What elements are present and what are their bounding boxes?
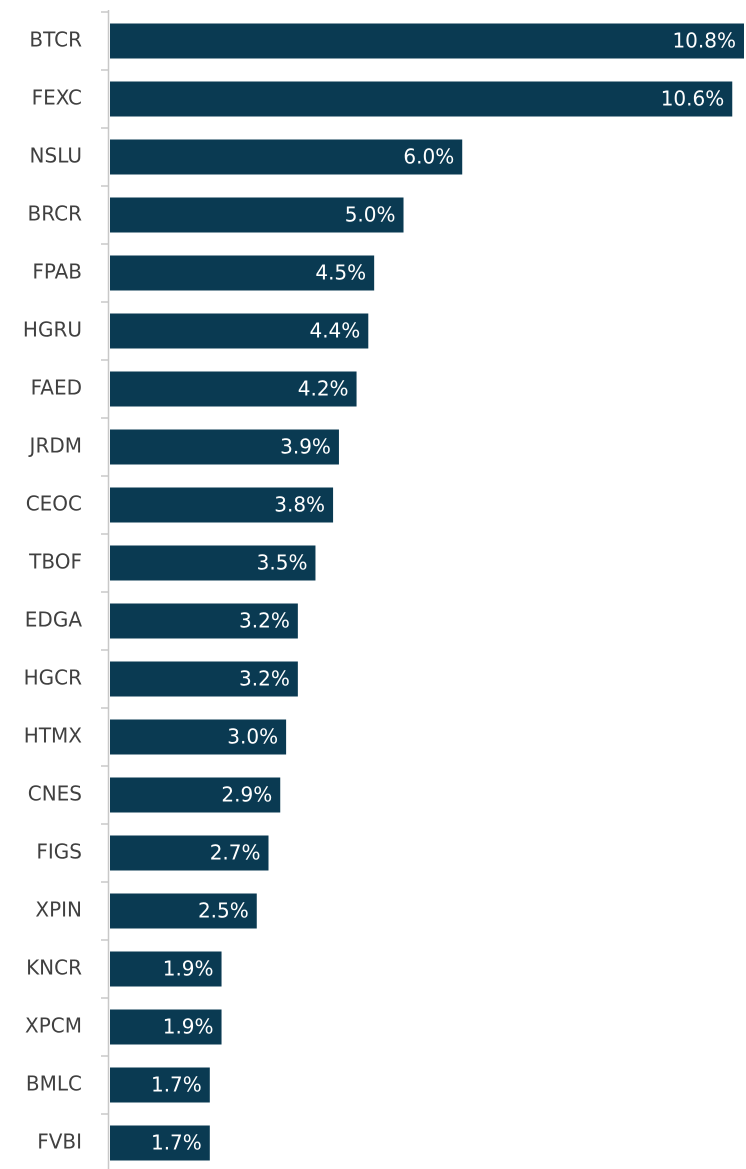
bar xyxy=(110,255,375,291)
category-label: NSLU xyxy=(30,144,82,168)
category-label: BTCR xyxy=(29,28,82,52)
value-label: 6.0% xyxy=(403,145,454,169)
bar xyxy=(110,197,404,233)
bar xyxy=(110,719,287,755)
bar xyxy=(110,893,257,929)
value-label: 2.5% xyxy=(198,899,249,923)
category-label: EDGA xyxy=(25,608,83,632)
bar xyxy=(110,371,357,407)
bar xyxy=(110,835,269,871)
bar xyxy=(110,1067,210,1103)
value-label: 4.5% xyxy=(315,261,366,285)
bar xyxy=(110,603,298,639)
bar xyxy=(110,661,298,697)
bar xyxy=(110,429,339,465)
category-label: TBOF xyxy=(28,550,82,574)
value-label: 1.7% xyxy=(151,1073,202,1097)
bar xyxy=(110,23,744,59)
bar xyxy=(110,1009,222,1045)
bar xyxy=(110,139,463,175)
category-label: CNES xyxy=(28,782,82,806)
category-label: HGRU xyxy=(23,318,82,342)
bar xyxy=(110,313,369,349)
bar xyxy=(110,545,316,581)
value-label: 4.4% xyxy=(309,319,360,343)
value-label: 2.7% xyxy=(210,841,261,865)
category-label: CEOC xyxy=(26,492,82,516)
value-label: 3.0% xyxy=(227,725,278,749)
value-label: 4.2% xyxy=(298,377,349,401)
category-label: FPAB xyxy=(32,260,82,284)
category-label: HGCR xyxy=(24,666,83,690)
value-label: 10.8% xyxy=(672,29,736,53)
value-label: 3.2% xyxy=(239,667,290,691)
category-label: BRCR xyxy=(28,202,83,226)
bar xyxy=(110,1125,210,1161)
bar xyxy=(110,951,222,987)
category-label: HTMX xyxy=(24,724,83,748)
category-label: FIGS xyxy=(36,840,82,864)
value-label: 3.9% xyxy=(280,435,331,459)
bar xyxy=(110,777,281,813)
category-label: BMLC xyxy=(26,1072,82,1096)
value-label: 3.5% xyxy=(257,551,308,575)
value-label: 3.8% xyxy=(274,493,325,517)
value-label: 1.9% xyxy=(163,957,214,981)
category-label: FVBI xyxy=(37,1130,82,1154)
category-label: KNCR xyxy=(26,956,82,980)
category-label: JRDM xyxy=(28,434,82,458)
value-label: 10.6% xyxy=(661,87,725,111)
value-label: 2.9% xyxy=(221,783,272,807)
category-label: XPCM xyxy=(25,1014,82,1038)
value-label: 1.9% xyxy=(163,1015,214,1039)
value-label: 1.7% xyxy=(151,1131,202,1155)
category-label: FAED xyxy=(31,376,82,400)
category-label: FEXC xyxy=(32,86,82,110)
bar xyxy=(110,487,334,523)
value-label: 5.0% xyxy=(345,203,396,227)
bar xyxy=(110,81,733,117)
category-label: XPIN xyxy=(35,898,82,922)
value-label: 3.2% xyxy=(239,609,290,633)
